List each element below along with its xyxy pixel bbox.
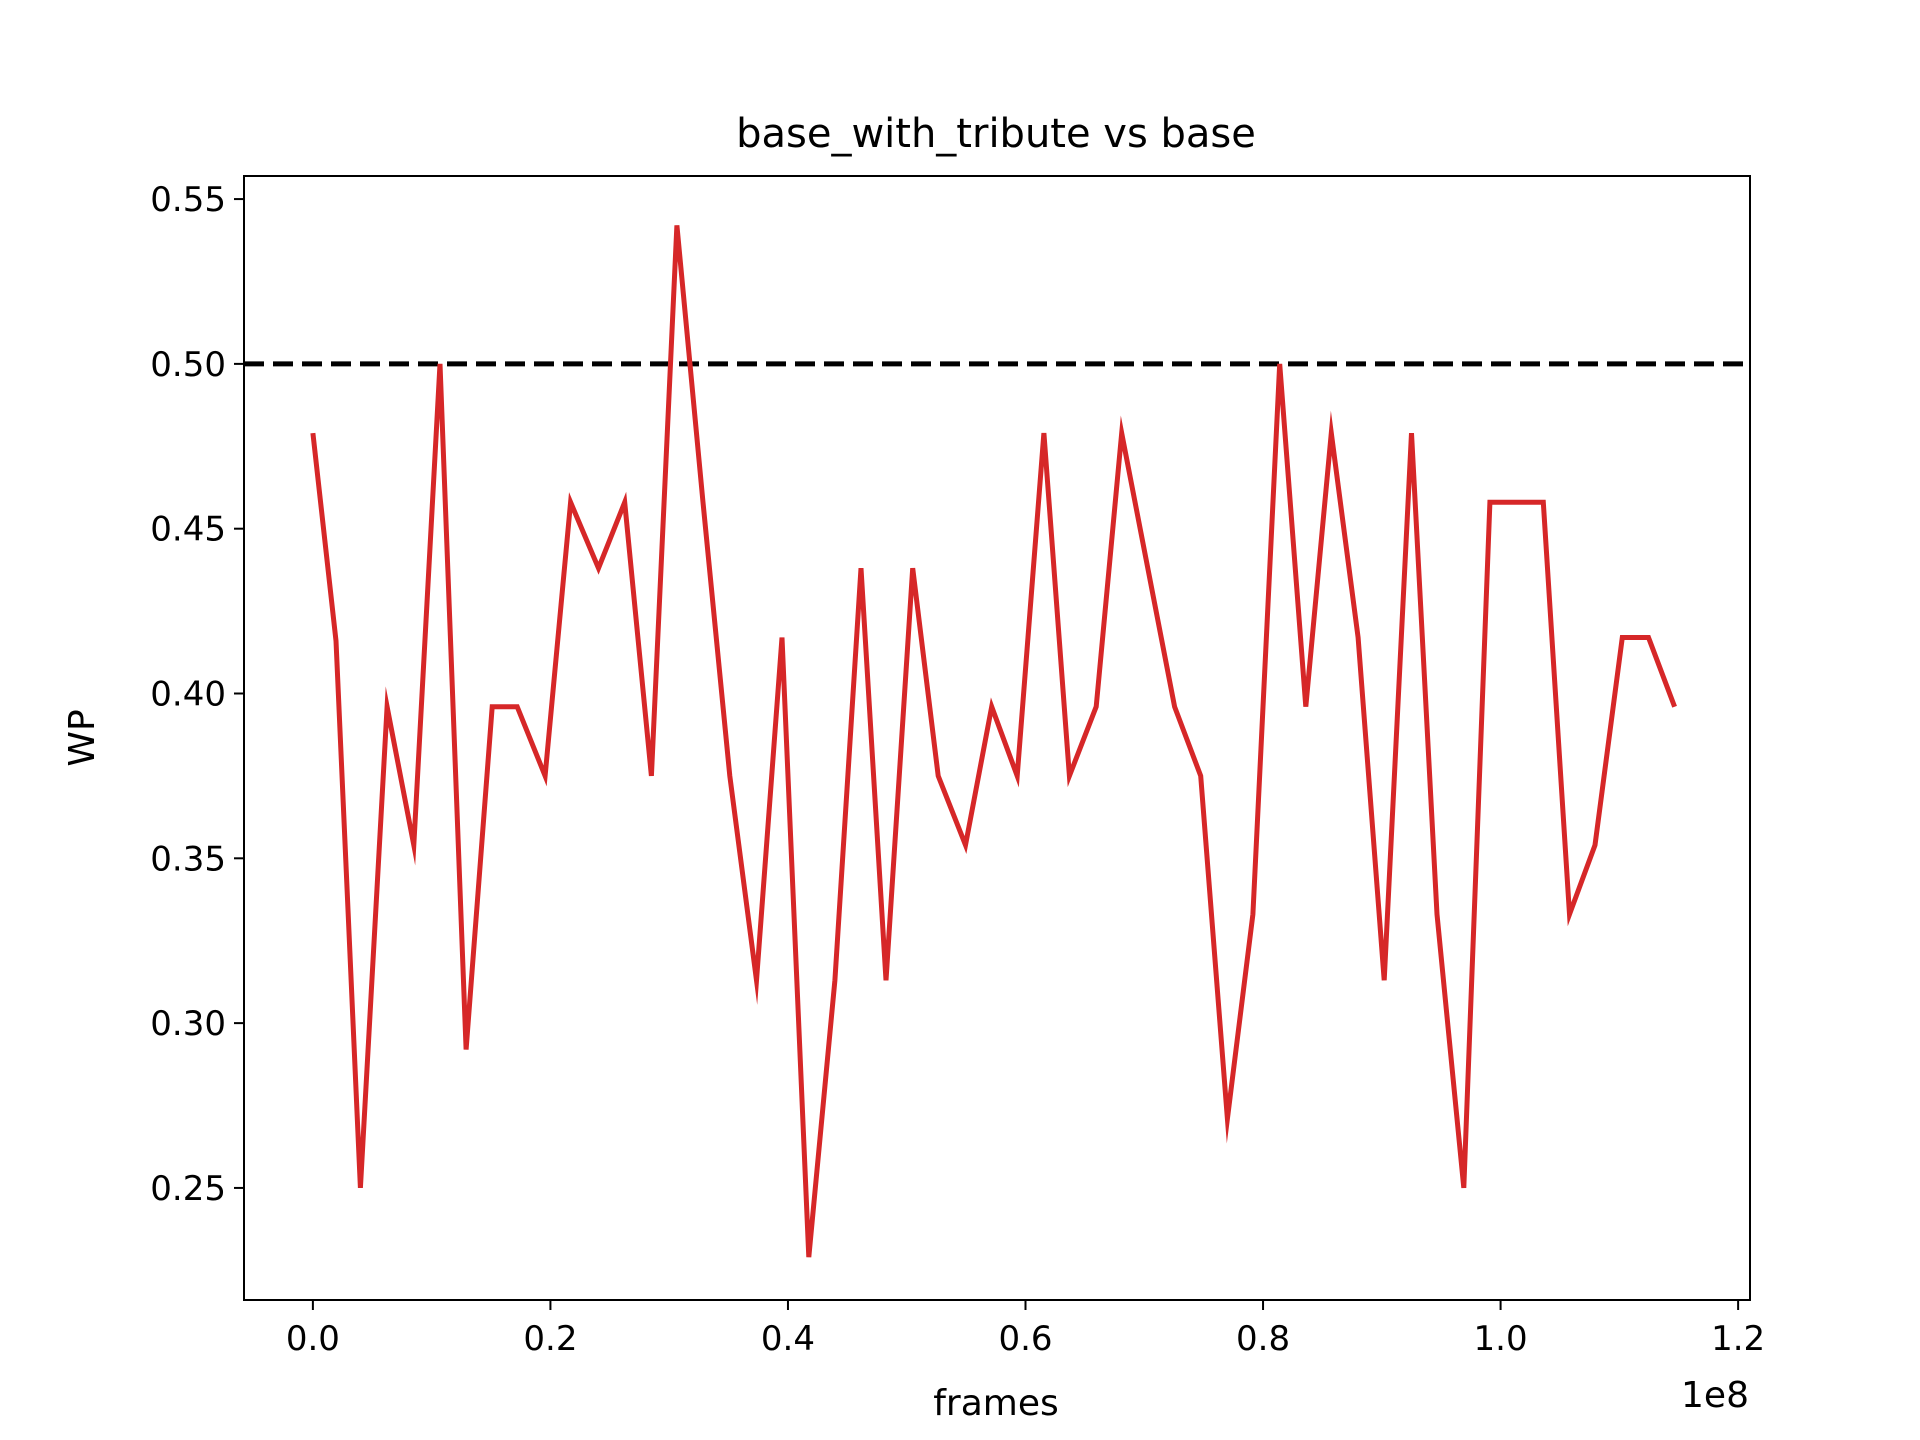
y-tick-label: 0.40 xyxy=(150,675,226,715)
x-tick-label: 0.8 xyxy=(1236,1319,1290,1359)
x-tick-label: 0.2 xyxy=(523,1319,577,1359)
y-tick-label: 0.50 xyxy=(150,345,226,385)
x-axis: 0.0 0.2 0.4 0.6 0.8 1.0 1.2 xyxy=(286,1300,1765,1359)
x-axis-label: frames xyxy=(933,1383,1059,1424)
x-tick-label: 1.0 xyxy=(1474,1319,1528,1359)
x-tick-label: 1.2 xyxy=(1711,1319,1765,1359)
y-tick-label: 0.45 xyxy=(150,510,226,550)
y-tick-label: 0.30 xyxy=(150,1004,226,1044)
x-tick-label: 0.0 xyxy=(286,1319,340,1359)
y-tick-label: 0.55 xyxy=(150,180,226,220)
x-tick-label: 0.4 xyxy=(761,1319,815,1359)
x-axis-offset-label: 1e8 xyxy=(1681,1375,1749,1416)
y-tick-label: 0.35 xyxy=(150,839,226,879)
plot-area xyxy=(244,225,1750,1258)
y-axis: 0.25 0.30 0.35 0.40 0.45 0.50 0.55 xyxy=(150,180,244,1209)
y-tick-label: 0.25 xyxy=(150,1169,226,1209)
plot-frame xyxy=(243,175,1751,1301)
y-axis-label: WP xyxy=(62,709,103,766)
chart-title: base_with_tribute vs base xyxy=(736,111,1256,157)
x-tick-label: 0.6 xyxy=(998,1319,1052,1359)
